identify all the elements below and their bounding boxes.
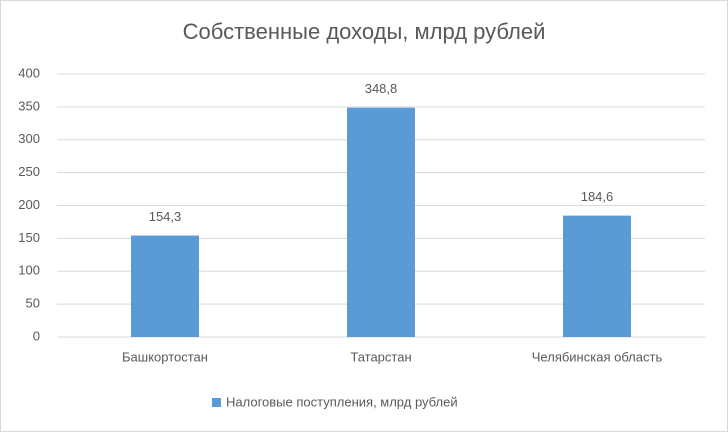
bar (131, 235, 199, 337)
data-label: 154,3 (149, 209, 182, 224)
data-label: 348,8 (365, 81, 398, 96)
y-tick-label: 350 (18, 98, 40, 113)
x-tick-label: Башкортостан (122, 349, 208, 364)
y-tick-label: 250 (18, 164, 40, 179)
data-label: 184,6 (581, 189, 614, 204)
chart-title: Собственные доходы, млрд рублей (183, 19, 546, 44)
legend-label: Налоговые поступления, млрд рублей (226, 394, 458, 409)
x-tick-label: Татарстан (350, 349, 411, 364)
x-tick-label: Челябинская область (532, 349, 663, 364)
y-tick-label: 150 (18, 230, 40, 245)
y-tick-label: 0 (33, 328, 40, 343)
y-tick-label: 300 (18, 131, 40, 146)
y-tick-label: 50 (26, 296, 40, 311)
y-tick-label: 100 (18, 263, 40, 278)
y-tick-label: 200 (18, 197, 40, 212)
legend-swatch (212, 398, 221, 407)
y-tick-label: 400 (18, 65, 40, 80)
bar (347, 107, 415, 337)
bar (563, 215, 631, 337)
